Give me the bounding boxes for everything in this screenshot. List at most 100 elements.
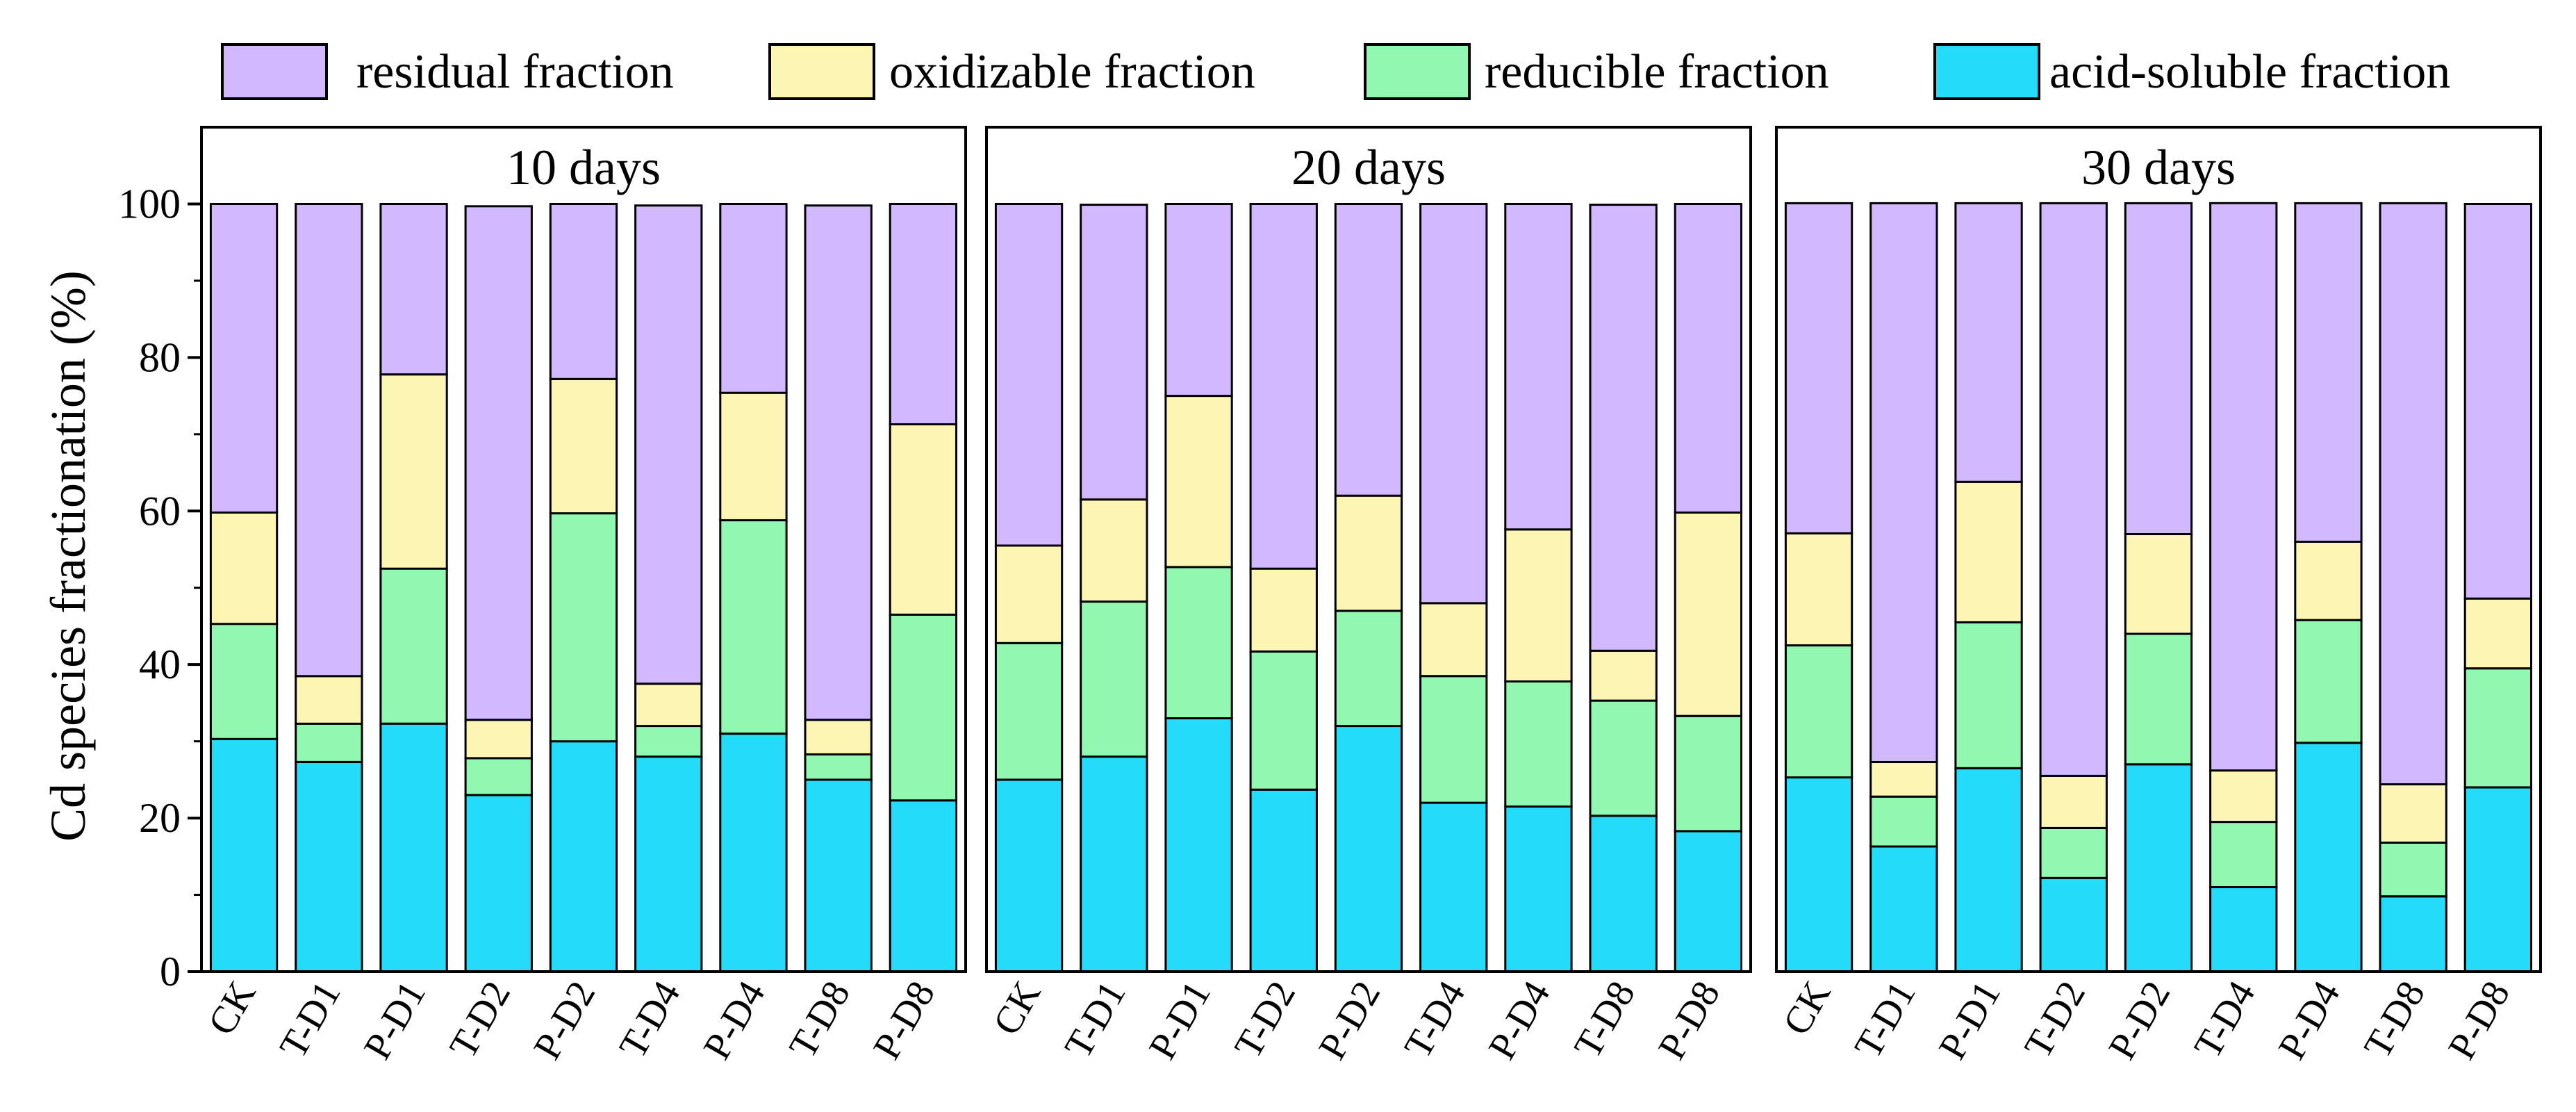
bar-segment-20-days-ck-acid-soluble-fraction [994,778,1064,973]
panel-title-30-days: 30 days [2081,140,2236,195]
y-tick-label-60: 60 [139,488,181,534]
bar-segment-20-days-t-d1-acid-soluble-fraction [1080,755,1148,973]
category-label-30-days-t-d8: T-D8 [2356,974,2434,1066]
bar-segment-20-days-t-d4-reducible-fraction [1419,675,1488,804]
bar-segment-30-days-t-d8-reducible-fraction [2379,841,2447,898]
bar-segment-10-days-p-d8-reducible-fraction [889,613,957,802]
bar-segment-10-days-p-d1-oxidizable-fraction [379,373,448,570]
bar-segment-30-days-p-d4-residual-fraction [2294,202,2363,543]
bar-segment-30-days-p-d8-acid-soluble-fraction [2463,786,2532,973]
legend-label-acid-soluble: acid-soluble fraction [2049,45,2450,99]
bar-segment-20-days-t-d1-residual-fraction [1080,204,1148,501]
bar-segment-30-days-t-d2-residual-fraction [2039,202,2108,777]
bar-segment-30-days-t-d1-oxidizable-fraction [1869,761,1938,798]
bar-segment-30-days-p-d2-residual-fraction [2124,202,2193,535]
bar-segment-20-days-p-d2-acid-soluble-fraction [1334,725,1403,973]
bar-segment-30-days-t-d8-acid-soluble-fraction [2379,895,2447,973]
bar-segment-20-days-t-d4-oxidizable-fraction [1419,602,1488,678]
panel-frame-30-days [1775,126,2542,973]
category-label-10-days-ck: CK [200,974,265,1042]
bar-segment-30-days-p-d8-reducible-fraction [2463,667,2532,789]
bar-segment-30-days-t-d2-reducible-fraction [2039,827,2108,879]
panel-frame-10-days [200,126,967,973]
bar-segment-10-days-p-d4-acid-soluble-fraction [719,733,788,973]
bar-segment-20-days-p-d8-reducible-fraction [1674,714,1742,833]
bar-segment-20-days-t-d2-oxidizable-fraction [1249,567,1318,653]
category-label-20-days-p-d4: P-D4 [1480,974,1559,1067]
category-label-20-days-p-d8: P-D8 [1650,974,1728,1067]
bar-segment-20-days-t-d8-residual-fraction [1589,204,1658,652]
bar-segment-10-days-t-d1-reducible-fraction [295,722,363,763]
bar-segment-20-days-t-d8-oxidizable-fraction [1589,649,1658,702]
category-label-10-days-p-d4: P-D4 [695,974,774,1067]
bar-segment-30-days-t-d2-oxidizable-fraction [2039,774,2108,829]
bar-segment-20-days-p-d4-residual-fraction [1504,203,1573,531]
y-tick-label-20: 20 [139,795,181,841]
bar-segment-30-days-t-d4-acid-soluble-fraction [2209,886,2278,973]
bar-segment-10-days-p-d1-residual-fraction [379,203,448,376]
panel-title-10-days: 10 days [506,140,661,195]
bar-segment-30-days-t-d8-residual-fraction [2379,202,2447,785]
legend-swatch-reducible [1364,43,1471,100]
bar-segment-20-days-ck-residual-fraction [994,203,1064,547]
bar-segment-10-days-t-d4-residual-fraction [634,204,703,685]
bar-segment-10-days-p-d4-residual-fraction [719,203,788,394]
bar-segment-30-days-p-d1-residual-fraction [1954,202,2023,483]
bar-segment-10-days-t-d8-reducible-fraction [804,753,873,781]
bar-segment-10-days-t-d1-oxidizable-fraction [295,675,363,725]
bar-segment-20-days-t-d2-residual-fraction [1249,203,1318,570]
bar-segment-20-days-p-d8-acid-soluble-fraction [1674,830,1742,973]
bar-segment-10-days-t-d8-acid-soluble-fraction [804,778,873,973]
bar-segment-10-days-p-d4-oxidizable-fraction [719,391,788,522]
category-label-30-days-p-d1: P-D1 [1931,974,2009,1067]
bar-segment-20-days-p-d4-reducible-fraction [1504,680,1573,808]
category-label-10-days-t-d1: T-D1 [272,974,349,1066]
bar-segment-10-days-p-d8-residual-fraction [889,203,957,425]
category-label-10-days-p-d2: P-D2 [525,974,604,1067]
bar-segment-20-days-t-d8-reducible-fraction [1589,699,1658,817]
bar-segment-20-days-p-d8-residual-fraction [1674,203,1742,514]
legend-label-residual: residual fraction [356,45,674,99]
bar-segment-30-days-p-d4-oxidizable-fraction [2294,541,2363,621]
category-label-20-days-t-d1: T-D1 [1057,974,1134,1066]
bar-segment-30-days-p-d2-acid-soluble-fraction [2124,763,2193,973]
bar-segment-10-days-t-d1-residual-fraction [295,203,363,678]
legend-label-reducible: reducible fraction [1485,45,1829,99]
bar-segment-30-days-t-d4-oxidizable-fraction [2209,769,2278,824]
category-label-20-days-p-d1: P-D1 [1141,974,1219,1067]
category-label-30-days-t-d2: T-D2 [2016,974,2094,1066]
panel-30-days: CK T-D1 P-D1 T-D2 P-D2 T-D4 P-D4 T-D8 P-D8 30 day… [1775,126,2542,1067]
y-axis: 0 20 40 60 80 100 [118,181,201,995]
category-label-30-days-t-d4: T-D4 [2186,974,2264,1066]
category-label-30-days-p-d8: P-D8 [2440,974,2518,1067]
bar-segment-30-days-ck-reducible-fraction [1784,644,1853,779]
category-label-20-days-t-d8: T-D8 [1566,974,1644,1066]
bar-segment-30-days-ck-oxidizable-fraction [1784,532,1853,647]
category-label-10-days-t-d4: T-D4 [611,974,689,1066]
panel-20-days: CK T-D1 P-D1 T-D2 P-D2 T-D4 P-D4 T-D8 P-D8 20 day… [985,126,1752,1067]
bar-segment-20-days-ck-reducible-fraction [994,641,1064,781]
category-label-20-days-p-d2: P-D2 [1310,974,1389,1067]
category-label-30-days-p-d2: P-D2 [2100,974,2179,1067]
bar-segment-10-days-p-d2-reducible-fraction [549,512,618,743]
bar-segment-20-days-p-d1-residual-fraction [1164,203,1233,398]
bar-segment-30-days-p-d8-oxidizable-fraction [2463,597,2532,670]
bar-segment-10-days-p-d2-oxidizable-fraction [549,377,618,515]
bar-segment-30-days-p-d1-reducible-fraction [1954,621,2023,769]
bar-segment-30-days-p-d2-reducible-fraction [2124,632,2193,766]
bar-segment-20-days-t-d4-residual-fraction [1419,203,1488,605]
bar-segment-10-days-p-d1-acid-soluble-fraction [379,722,448,973]
bar-segment-30-days-ck-acid-soluble-fraction [1784,776,1853,973]
category-label-10-days-p-d8: P-D8 [865,974,943,1067]
category-label-20-days-t-d2: T-D2 [1226,974,1304,1066]
category-label-20-days-ck: CK [985,974,1050,1042]
bar-segment-30-days-ck-residual-fraction [1784,202,1853,534]
bar-segment-10-days-p-d8-acid-soluble-fraction [889,799,957,973]
bar-segment-10-days-p-d2-acid-soluble-fraction [549,740,618,973]
bar-segment-30-days-p-d2-oxidizable-fraction [2124,532,2193,635]
bar-segment-10-days-t-d4-reducible-fraction [634,725,703,758]
category-label-10-days-t-d2: T-D2 [441,974,519,1066]
category-label-30-days-ck: CK [1775,974,1840,1042]
